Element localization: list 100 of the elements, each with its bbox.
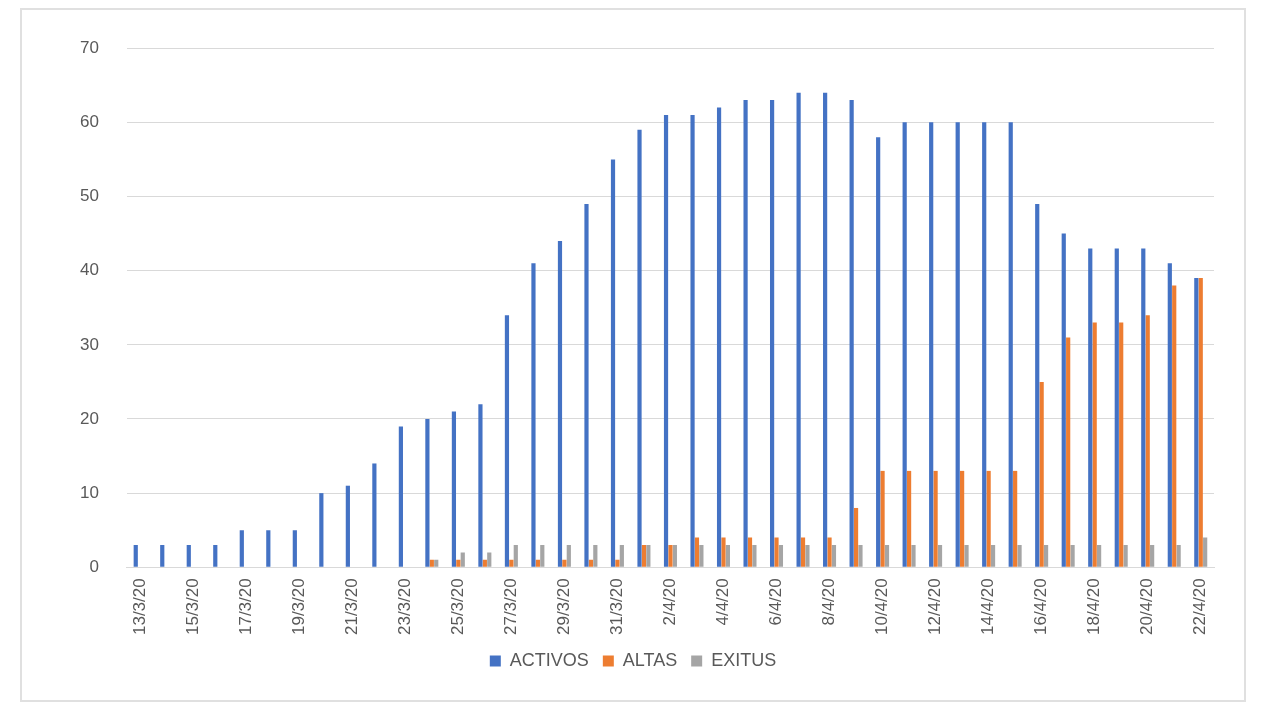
bar <box>721 537 726 567</box>
bar <box>133 545 138 567</box>
bar <box>557 241 563 567</box>
bar <box>1194 278 1199 567</box>
bar <box>610 159 616 567</box>
legend-label: ACTIVOS <box>509 649 589 670</box>
bar <box>796 92 801 567</box>
bar <box>641 545 647 567</box>
x-tick-label: 12/4/20 <box>925 578 945 636</box>
bar <box>186 545 191 567</box>
bar <box>319 493 324 567</box>
bar <box>933 470 938 567</box>
x-tick-label: 2/4/20 <box>660 578 680 626</box>
bar <box>531 263 536 567</box>
bar <box>1172 285 1177 567</box>
bar <box>902 122 907 567</box>
bar <box>876 137 881 567</box>
x-tick-label: 25/3/20 <box>448 578 468 636</box>
y-tick-label: 50 <box>79 186 99 206</box>
bar <box>911 545 916 567</box>
bar <box>266 530 271 567</box>
bar <box>1043 545 1049 567</box>
bar <box>964 545 969 567</box>
bar <box>487 552 492 567</box>
bar <box>694 537 700 567</box>
legend-label: ALTAS <box>622 649 678 670</box>
bar <box>982 122 987 567</box>
x-tick-label: 17/3/20 <box>235 578 255 636</box>
bar <box>880 470 885 567</box>
x-tick-label: 18/4/20 <box>1084 578 1104 636</box>
bar <box>672 545 677 567</box>
bar <box>986 470 991 567</box>
bar <box>345 485 350 567</box>
bar <box>1008 122 1013 567</box>
bar <box>398 426 403 567</box>
bar <box>1070 545 1075 567</box>
y-tick-label: 40 <box>79 260 99 280</box>
y-tick-label: 20 <box>79 408 99 428</box>
bar <box>800 537 806 567</box>
bar <box>535 559 540 567</box>
bar <box>1119 322 1124 567</box>
bar <box>239 530 244 567</box>
bar <box>482 559 487 567</box>
bar <box>831 545 837 567</box>
x-tick-label: 21/3/20 <box>341 578 361 636</box>
bar <box>663 114 669 567</box>
x-tick-label: 27/3/20 <box>501 578 521 636</box>
bar <box>1150 545 1155 567</box>
x-tick-label: 31/3/20 <box>607 578 627 636</box>
bar <box>478 404 483 567</box>
bar <box>752 545 757 567</box>
bar <box>743 100 748 567</box>
x-tick-label: 19/3/20 <box>288 578 308 636</box>
bar <box>593 545 598 567</box>
bar <box>725 545 730 567</box>
bar <box>562 559 567 567</box>
bar <box>827 537 832 567</box>
bar <box>716 107 722 567</box>
x-tick-label: 4/4/20 <box>713 578 733 626</box>
bar <box>1145 315 1150 567</box>
x-tick-label: 29/3/20 <box>554 578 574 636</box>
bar <box>699 545 704 567</box>
x-tick-label: 10/4/20 <box>872 578 892 636</box>
x-tick-label: 8/4/20 <box>819 578 839 626</box>
bar <box>1198 278 1203 567</box>
bar <box>690 114 695 567</box>
y-tick-label: 0 <box>89 556 99 576</box>
bar <box>1176 545 1181 567</box>
bar <box>429 559 434 567</box>
bar <box>906 470 912 567</box>
bar <box>1141 248 1146 567</box>
x-tick-label: 22/4/20 <box>1190 578 1210 636</box>
bar <box>646 545 651 567</box>
bar <box>1013 470 1018 567</box>
x-tick-label: 23/3/20 <box>395 578 414 636</box>
bar <box>160 545 165 567</box>
bar <box>823 92 828 567</box>
bar <box>853 507 859 567</box>
bar <box>747 537 753 567</box>
x-tick-label: 20/4/20 <box>1137 578 1157 636</box>
bar <box>849 100 854 567</box>
x-tick-label: 13/3/20 <box>129 578 149 636</box>
bar <box>540 545 545 567</box>
x-tick-label: 14/4/20 <box>978 578 998 636</box>
bar <box>1092 322 1097 567</box>
bar <box>1061 233 1066 567</box>
bar <box>1066 337 1071 567</box>
bar <box>372 463 377 567</box>
bar <box>460 552 465 567</box>
bar <box>504 315 510 567</box>
bar <box>929 122 934 567</box>
bar <box>566 545 571 567</box>
bar <box>292 530 297 567</box>
bar <box>434 559 439 567</box>
bar <box>668 545 673 567</box>
bar <box>584 203 589 567</box>
x-tick-label: 16/4/20 <box>1031 578 1051 636</box>
bar <box>1039 381 1044 567</box>
x-tick-label: 6/4/20 <box>766 578 786 626</box>
bar <box>509 559 514 567</box>
